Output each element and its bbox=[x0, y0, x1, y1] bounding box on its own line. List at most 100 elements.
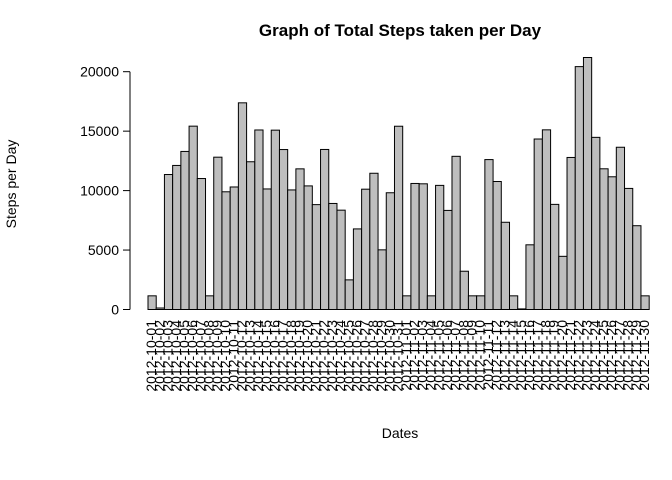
x-tick-label-2012-10-10: 2012-10-10 bbox=[217, 320, 233, 392]
x-tick-label-2012-10-11: 2012-10-11 bbox=[225, 320, 241, 391]
x-tick-label-2012-10-13: 2012-10-13 bbox=[242, 320, 258, 392]
x-tick-label-2012-10-26: 2012-10-26 bbox=[349, 320, 365, 392]
bar-2012-11-24 bbox=[591, 136, 601, 310]
bar-2012-11-27 bbox=[615, 146, 626, 310]
bar-2012-11-09 bbox=[467, 295, 478, 310]
bar-2012-10-09 bbox=[213, 156, 223, 310]
bar-2012-11-17 bbox=[533, 138, 543, 310]
x-tick-label-2012-11-17: 2012-11-17 bbox=[529, 320, 545, 391]
x-tick-label-2012-10-31: 2012-10-31 bbox=[390, 320, 406, 392]
bar-2012-10-17 bbox=[278, 149, 289, 310]
y-tick-label-0: 0 bbox=[111, 302, 119, 318]
bar-2012-11-10 bbox=[476, 295, 486, 310]
x-tick-label-2012-11-28: 2012-11-28 bbox=[620, 320, 636, 391]
bar-2012-10-10 bbox=[221, 191, 231, 310]
bar-2012-11-08 bbox=[459, 270, 469, 311]
bar-2012-10-21 bbox=[311, 204, 322, 310]
bar-2012-10-12 bbox=[237, 102, 248, 310]
bar-2012-11-18 bbox=[541, 129, 552, 310]
bar-2012-11-01 bbox=[402, 295, 412, 310]
bar-2012-11-11 bbox=[484, 159, 494, 310]
bar-2012-11-22 bbox=[574, 66, 584, 311]
bar-2012-10-24 bbox=[336, 209, 346, 310]
x-tick-label-2012-11-15: 2012-11-15 bbox=[513, 320, 529, 391]
x-tick-label-2012-11-03: 2012-11-03 bbox=[414, 320, 430, 391]
x-tick-label-2012-11-19: 2012-11-19 bbox=[546, 320, 562, 391]
bar-2012-10-16 bbox=[270, 129, 280, 310]
x-tick-label-2012-11-23: 2012-11-23 bbox=[579, 320, 595, 391]
bar-2012-10-06 bbox=[188, 125, 198, 311]
x-axis-label: Dates bbox=[382, 425, 419, 441]
x-tick-label-2012-11-27: 2012-11-27 bbox=[611, 320, 627, 391]
x-tick-label-2012-11-16: 2012-11-16 bbox=[521, 320, 537, 391]
x-tick-label-2012-10-29: 2012-10-29 bbox=[373, 320, 389, 392]
x-tick-label-2012-11-04: 2012-11-04 bbox=[422, 320, 438, 391]
bar-2012-11-02 bbox=[410, 182, 420, 311]
bar-2012-10-23 bbox=[328, 202, 338, 311]
bar-2012-11-13 bbox=[500, 221, 511, 311]
bar-2012-10-03 bbox=[163, 174, 174, 310]
bar-2012-11-20 bbox=[558, 255, 568, 310]
bar-2012-10-27 bbox=[361, 188, 371, 310]
x-tick-label-2012-11-02: 2012-11-02 bbox=[406, 320, 422, 391]
x-tick-label-2012-10-18: 2012-10-18 bbox=[283, 320, 299, 392]
x-tick-label-2012-11-25: 2012-11-25 bbox=[595, 320, 611, 391]
x-tick-label-2012-10-19: 2012-10-19 bbox=[291, 320, 307, 392]
bar-2012-11-21 bbox=[566, 156, 576, 310]
x-tick-label-2012-11-24: 2012-11-24 bbox=[587, 320, 603, 391]
bar-2012-10-31 bbox=[393, 125, 404, 311]
x-axis-tick-labels: 2012-10-012012-10-022012-10-032012-10-04… bbox=[143, 320, 652, 392]
x-tick-label-2012-11-14: 2012-11-14 bbox=[505, 320, 521, 391]
bar-2012-10-08 bbox=[205, 295, 215, 310]
bar-2012-11-04 bbox=[426, 295, 437, 310]
bar-2012-10-15 bbox=[262, 188, 272, 310]
bar-2012-10-19 bbox=[295, 168, 305, 310]
bar-2012-11-25 bbox=[599, 168, 609, 310]
bar-2012-10-07 bbox=[196, 178, 207, 310]
x-tick-label-2012-10-01: 2012-10-01 bbox=[143, 320, 159, 392]
x-tick-label-2012-11-01: 2012-11-01 bbox=[398, 320, 414, 391]
x-tick-label-2012-10-04: 2012-10-04 bbox=[168, 320, 184, 392]
bar-2012-11-15 bbox=[517, 308, 527, 310]
y-tick-label-15000: 15000 bbox=[80, 123, 119, 139]
x-tick-label-2012-11-10: 2012-11-10 bbox=[472, 320, 488, 391]
x-tick-label-2012-11-12: 2012-11-12 bbox=[488, 320, 504, 391]
bar-2012-10-25 bbox=[344, 279, 354, 310]
bar-2012-10-22 bbox=[320, 148, 330, 310]
x-tick-label-2012-11-18: 2012-11-18 bbox=[537, 320, 553, 391]
x-tick-label-2012-11-06: 2012-11-06 bbox=[439, 320, 455, 391]
x-tick-label-2012-11-21: 2012-11-21 bbox=[562, 320, 578, 391]
bar-2012-11-23 bbox=[582, 57, 593, 310]
bar-2012-11-06 bbox=[443, 209, 453, 310]
x-tick-label-2012-10-14: 2012-10-14 bbox=[250, 320, 266, 392]
bar-2012-11-07 bbox=[451, 155, 461, 310]
x-tick-label-2012-10-22: 2012-10-22 bbox=[316, 320, 332, 392]
x-tick-label-2012-10-28: 2012-10-28 bbox=[365, 320, 381, 392]
x-tick-label-2012-11-29: 2012-11-29 bbox=[628, 320, 644, 391]
bar-2012-10-30 bbox=[385, 192, 395, 310]
bar-2012-10-01 bbox=[147, 295, 157, 310]
x-tick-label-2012-10-09: 2012-10-09 bbox=[209, 320, 225, 392]
bars-group bbox=[147, 57, 650, 311]
x-tick-label-2012-11-30: 2012-11-30 bbox=[636, 320, 652, 391]
bar-2012-10-29 bbox=[377, 249, 387, 310]
x-tick-label-2012-10-05: 2012-10-05 bbox=[176, 320, 192, 392]
x-tick-label-2012-10-20: 2012-10-20 bbox=[299, 320, 315, 392]
bar-2012-10-02 bbox=[155, 307, 165, 310]
x-tick-label-2012-10-02: 2012-10-02 bbox=[151, 320, 167, 392]
x-tick-label-2012-10-15: 2012-10-15 bbox=[258, 320, 274, 392]
x-tick-label-2012-11-08: 2012-11-08 bbox=[455, 320, 471, 391]
x-tick-label-2012-10-08: 2012-10-08 bbox=[201, 320, 217, 392]
bar-2012-10-04 bbox=[172, 164, 182, 310]
x-tick-label-2012-11-07: 2012-11-07 bbox=[447, 320, 463, 391]
bar-2012-10-20 bbox=[303, 185, 313, 310]
x-tick-label-2012-10-07: 2012-10-07 bbox=[192, 320, 208, 392]
bar-2012-10-26 bbox=[352, 228, 363, 310]
bar-2012-10-14 bbox=[254, 129, 264, 310]
x-tick-label-2012-11-20: 2012-11-20 bbox=[554, 320, 570, 391]
bar-2012-11-19 bbox=[550, 203, 560, 311]
bar-2012-11-26 bbox=[607, 176, 617, 310]
x-tick-label-2012-11-13: 2012-11-13 bbox=[496, 320, 512, 391]
x-tick-label-2012-10-25: 2012-10-25 bbox=[340, 320, 356, 392]
